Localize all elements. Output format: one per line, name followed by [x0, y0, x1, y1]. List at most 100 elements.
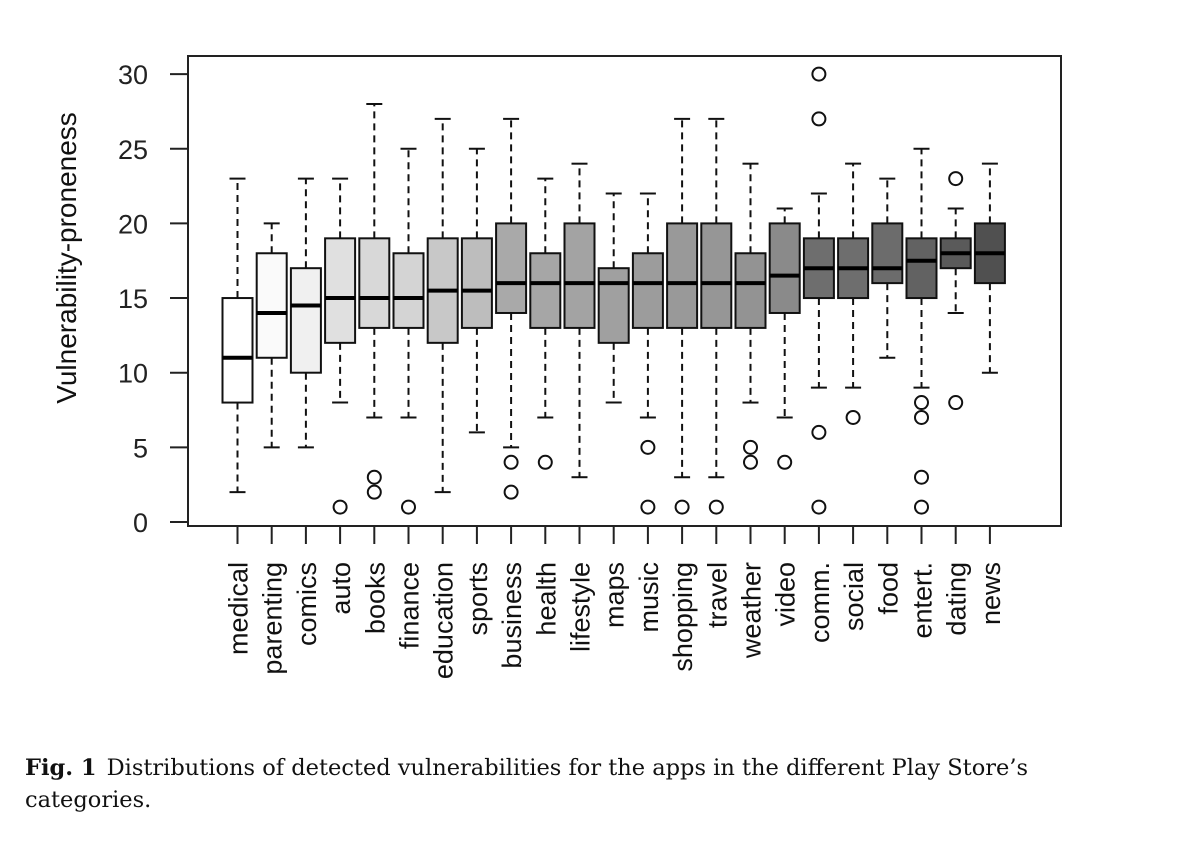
x-tick-label: dating	[942, 562, 972, 636]
box-maps	[597, 192, 630, 404]
box-business	[495, 117, 528, 500]
y-tick-label: 10	[118, 359, 148, 389]
y-axis: 0 5 10 15 20 25 30	[118, 60, 189, 538]
outlier-point	[366, 484, 382, 500]
x-tick-label: sports	[463, 562, 493, 636]
box-education	[426, 117, 459, 494]
outlier-point	[537, 454, 553, 470]
x-tick-label: parenting	[258, 562, 288, 675]
outlier-point	[811, 424, 827, 440]
outlier-point	[914, 469, 929, 485]
y-axis-title: Vulnerability-proneness	[51, 112, 82, 404]
box-iqr	[905, 237, 938, 300]
x-tick-label: books	[360, 562, 390, 634]
outlier-point	[914, 395, 929, 411]
box-music	[631, 192, 664, 515]
box-parenting	[255, 222, 288, 449]
box-finance	[392, 147, 425, 515]
box-iqr	[597, 267, 630, 344]
box-iqr	[666, 222, 699, 329]
box-lifestyle	[563, 162, 596, 479]
outlier-point	[777, 454, 793, 470]
caption-label: Fig. 1	[25, 755, 97, 781]
y-tick-label: 5	[133, 433, 148, 463]
x-tick-label: entert.	[908, 562, 938, 639]
box-dating	[939, 171, 972, 411]
box-iqr	[631, 252, 664, 329]
box-books	[358, 102, 391, 500]
x-tick-label: video	[771, 562, 801, 627]
y-tick-label: 30	[118, 60, 148, 90]
box-iqr	[358, 237, 391, 329]
outlier-point	[503, 454, 519, 470]
outlier-point	[640, 439, 656, 455]
box-medical	[221, 177, 254, 494]
outlier-point	[332, 499, 348, 515]
outlier-point	[674, 499, 690, 515]
box-iqr	[734, 252, 767, 329]
outlier-point	[811, 499, 827, 515]
box-iqr	[255, 252, 288, 359]
box-travel	[700, 117, 733, 515]
outlier-point	[948, 395, 964, 411]
outlier-point	[503, 484, 519, 500]
boxplot-chart: 0 5 10 15 20 25 30 medical parenting comics auto b…	[51, 55, 1062, 679]
y-tick-label: 20	[118, 209, 148, 239]
box-health	[529, 177, 562, 470]
box-iqr	[392, 252, 425, 329]
box-comics	[289, 177, 322, 449]
outlier-point	[743, 454, 758, 470]
x-tick-label: comics	[292, 562, 322, 646]
box-news	[973, 162, 1006, 374]
x-tick-label: health	[531, 562, 561, 636]
y-tick-label: 0	[133, 508, 148, 538]
outlier-point	[811, 66, 827, 82]
x-tick-label: business	[497, 562, 527, 669]
box-iqr	[768, 222, 801, 314]
x-tick-label: social	[839, 562, 869, 631]
x-tick-label: finance	[395, 562, 425, 649]
box-video	[768, 207, 801, 470]
caption-text: Distributions of detected vulnerabilitie…	[25, 755, 1029, 813]
box-comm	[802, 66, 835, 515]
box-iqr	[324, 237, 357, 344]
y-tick-label: 15	[118, 284, 148, 314]
x-tick-label: weather	[737, 562, 767, 659]
box-social	[837, 162, 870, 425]
outlier-point	[914, 409, 929, 425]
figure-caption: Fig. 1 Distributions of detected vulnerab…	[25, 752, 1155, 816]
outlier-point	[708, 499, 724, 515]
outlier-point	[948, 171, 964, 187]
boxes-group	[221, 66, 1006, 515]
box-iqr	[221, 297, 254, 404]
x-axis: medical parenting comics auto books finance ed…	[224, 525, 1006, 679]
outlier-point	[914, 499, 929, 515]
box-entert	[905, 147, 938, 515]
x-tick-label: travel	[702, 562, 732, 628]
x-tick-label: shopping	[668, 562, 698, 672]
box-iqr	[700, 222, 733, 329]
outlier-point	[743, 439, 758, 455]
box-iqr	[871, 222, 904, 285]
x-tick-label: comm.	[805, 562, 835, 643]
box-iqr	[495, 222, 528, 314]
box-iqr	[460, 237, 493, 329]
box-auto	[324, 177, 357, 515]
outlier-point	[811, 111, 827, 127]
box-iqr	[529, 252, 562, 329]
x-tick-label: medical	[224, 562, 254, 655]
x-tick-label: news	[976, 562, 1006, 625]
outlier-point	[401, 499, 416, 515]
outlier-point	[640, 499, 656, 515]
outlier-point	[366, 469, 382, 485]
box-iqr	[289, 267, 322, 374]
box-weather	[734, 162, 767, 470]
x-tick-label: food	[873, 562, 903, 615]
box-sports	[460, 147, 493, 434]
x-tick-label: maps	[600, 562, 630, 628]
y-tick-label: 25	[118, 135, 148, 165]
outlier-point	[845, 409, 861, 425]
box-food	[871, 177, 904, 359]
box-iqr	[563, 222, 596, 329]
x-tick-label: music	[634, 562, 664, 633]
